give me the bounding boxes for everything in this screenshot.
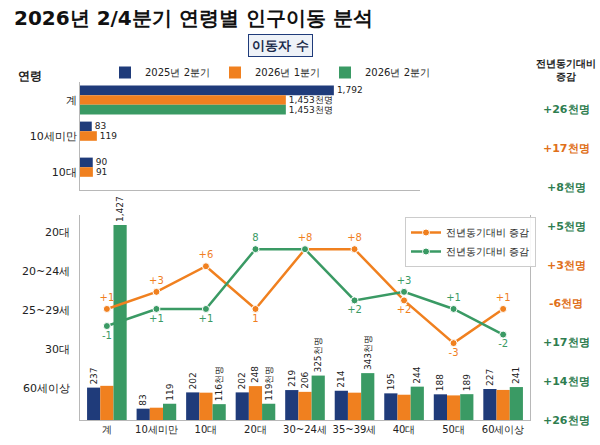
svg-text:241: 241 — [511, 367, 521, 384]
svg-text:206: 206 — [300, 371, 310, 388]
svg-text:35~39세: 35~39세 — [333, 424, 377, 435]
svg-text:248: 248 — [250, 366, 260, 383]
svg-text:+8: +8 — [347, 232, 362, 243]
svg-text:+26천명: +26천명 — [543, 414, 590, 427]
svg-text:전년동기대비 증감: 전년동기대비 증감 — [446, 246, 529, 257]
svg-text:214: 214 — [336, 370, 346, 387]
svg-text:83: 83 — [138, 394, 148, 405]
svg-text:188: 188 — [435, 374, 445, 391]
svg-text:91: 91 — [96, 167, 107, 177]
svg-text:219: 219 — [287, 370, 297, 387]
svg-text:227: 227 — [485, 369, 495, 386]
svg-text:+3: +3 — [397, 275, 412, 286]
svg-text:244: 244 — [412, 366, 422, 383]
svg-text:8: 8 — [252, 232, 258, 243]
svg-text:+8: +8 — [298, 232, 313, 243]
svg-text:60세이상: 60세이상 — [482, 424, 525, 435]
svg-text:+2: +2 — [347, 304, 362, 315]
svg-text:237: 237 — [89, 367, 99, 384]
svg-text:20~24세: 20~24세 — [22, 265, 70, 278]
svg-text:-2: -2 — [498, 338, 508, 349]
svg-text:-1: -1 — [102, 330, 112, 341]
svg-text:+17천명: +17천명 — [543, 142, 590, 155]
svg-text:343천명: 343천명 — [363, 335, 373, 370]
svg-text:+3천명: +3천명 — [547, 259, 586, 272]
svg-text:83: 83 — [95, 121, 106, 131]
svg-text:연령: 연령 — [18, 69, 42, 83]
svg-text:1,792: 1,792 — [337, 85, 363, 95]
svg-text:+1: +1 — [100, 292, 115, 303]
svg-text:20대: 20대 — [244, 424, 267, 435]
svg-text:119천명: 119천명 — [264, 366, 274, 401]
svg-text:20대: 20대 — [45, 226, 70, 239]
svg-text:+8천명: +8천명 — [547, 181, 586, 194]
svg-text:325천명: 325천명 — [313, 337, 323, 372]
svg-text:-3: -3 — [449, 347, 459, 358]
svg-text:10대: 10대 — [195, 424, 218, 435]
svg-text:30~24세: 30~24세 — [283, 424, 327, 435]
svg-text:202: 202 — [237, 372, 247, 389]
svg-text:+5천명: +5천명 — [547, 220, 586, 233]
svg-text:30대: 30대 — [45, 343, 70, 356]
svg-text:189: 189 — [462, 374, 472, 391]
svg-text:+17천명: +17천명 — [543, 336, 590, 349]
svg-text:계: 계 — [66, 94, 77, 107]
svg-text:+1: +1 — [446, 292, 461, 303]
svg-text:+6: +6 — [199, 249, 214, 260]
svg-text:이동자 수: 이동자 수 — [252, 38, 309, 53]
svg-text:1,453천명: 1,453천명 — [289, 105, 333, 115]
svg-text:116천명: 116천명 — [214, 366, 224, 401]
svg-text:119: 119 — [100, 131, 117, 141]
svg-text:+26천명: +26천명 — [543, 103, 590, 116]
svg-text:+14천명: +14천명 — [543, 375, 590, 388]
svg-text:25~29세: 25~29세 — [22, 304, 70, 317]
svg-text:195: 195 — [386, 373, 396, 390]
svg-text:전년동기대비 증감: 전년동기대비 증감 — [446, 227, 529, 238]
svg-text:2026년 2/4분기 연령별 인구이동 분석: 2026년 2/4분기 연령별 인구이동 분석 — [14, 6, 373, 30]
svg-text:전년동기대비증감: 전년동기대비증감 — [536, 58, 596, 82]
svg-text:1,427: 1,427 — [115, 196, 125, 222]
svg-text:+1: +1 — [149, 313, 164, 324]
svg-text:+2: +2 — [397, 304, 412, 315]
svg-text:10대: 10대 — [52, 166, 77, 179]
svg-text:1,453천명: 1,453천명 — [289, 95, 333, 105]
svg-text:10세미만: 10세미만 — [135, 424, 178, 435]
svg-text:+3: +3 — [149, 275, 164, 286]
svg-text:119: 119 — [165, 383, 175, 400]
svg-text:10세미만: 10세미만 — [30, 130, 77, 143]
svg-text:60세이상: 60세이상 — [23, 382, 70, 395]
svg-text:2025년 2분기: 2025년 2분기 — [145, 67, 210, 78]
svg-text:50대: 50대 — [442, 424, 465, 435]
svg-text:90: 90 — [96, 157, 108, 167]
svg-text:2026년 2분기: 2026년 2분기 — [365, 67, 430, 78]
svg-text:2026년 1분기: 2026년 1분기 — [255, 67, 320, 78]
svg-text:-6천명: -6천명 — [549, 297, 583, 310]
svg-text:40대: 40대 — [393, 424, 416, 435]
svg-text:+1: +1 — [496, 292, 511, 303]
svg-text:202: 202 — [188, 372, 198, 389]
svg-text:+1: +1 — [199, 313, 214, 324]
svg-text:계: 계 — [102, 424, 112, 435]
svg-text:1: 1 — [252, 313, 258, 324]
